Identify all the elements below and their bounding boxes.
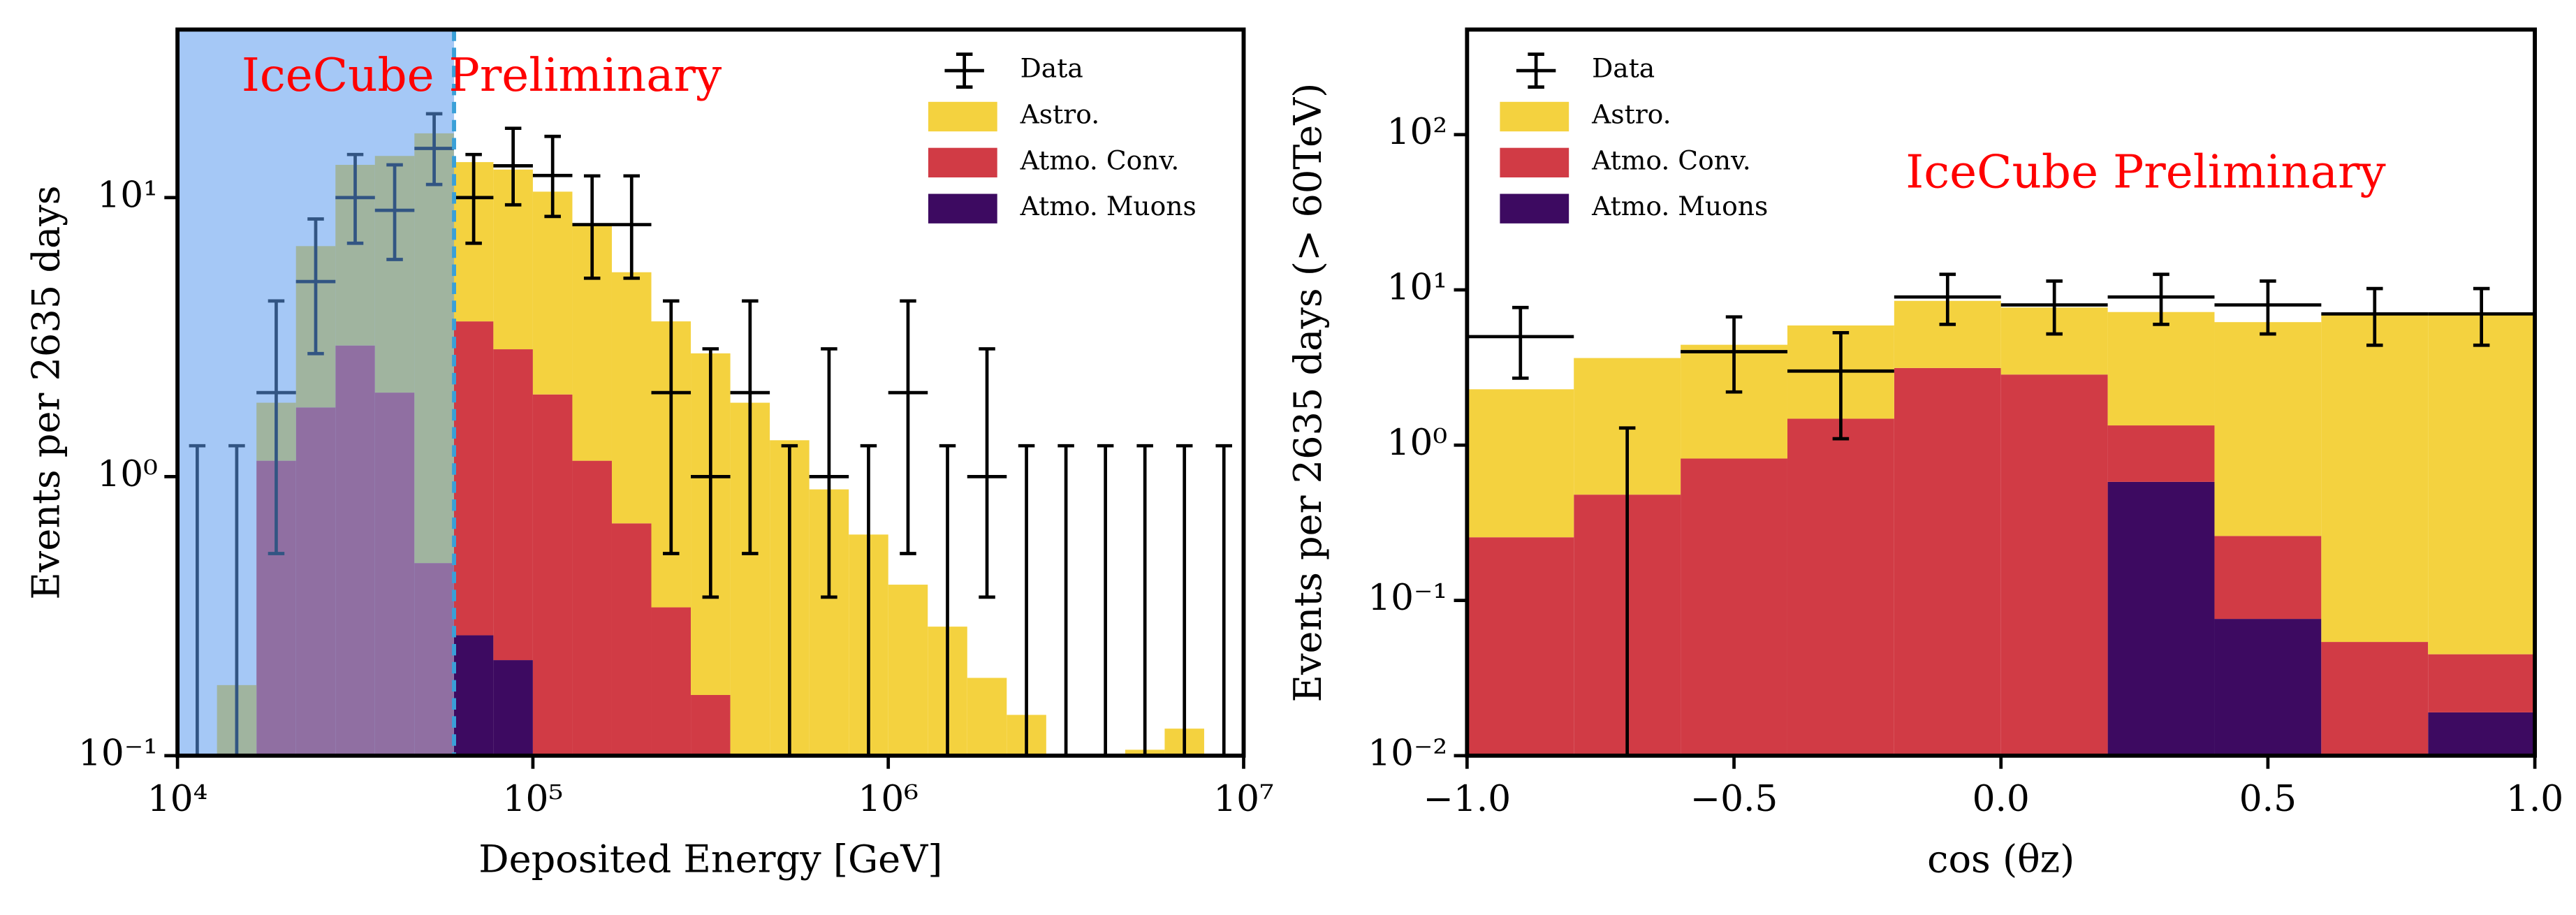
hist-bar bbox=[532, 191, 573, 395]
y-tick-label: 10⁰ bbox=[1387, 422, 1448, 464]
hist-bar bbox=[888, 585, 928, 756]
y-tick-label: 10² bbox=[1387, 111, 1448, 153]
x-tick-label: 1.0 bbox=[2506, 778, 2563, 820]
annotation: IceCube Preliminary bbox=[242, 48, 722, 102]
hist-bar bbox=[2321, 314, 2429, 643]
hist-bar bbox=[611, 272, 652, 524]
hist-bar bbox=[453, 321, 494, 636]
hist-bar bbox=[453, 635, 494, 756]
hist-bar bbox=[572, 460, 612, 756]
hist-bar bbox=[2107, 481, 2215, 756]
hist-bar bbox=[1467, 389, 1574, 538]
legend-label: Atmo. Conv. bbox=[1591, 145, 1751, 175]
hist-bar bbox=[2000, 374, 2108, 756]
legend-swatch bbox=[928, 193, 997, 224]
x-tick-label: 10⁶ bbox=[858, 778, 919, 820]
annotation: IceCube Preliminary bbox=[1905, 145, 2385, 199]
x-axis-label: Deposited Energy [GeV] bbox=[478, 837, 942, 881]
hist-bar bbox=[1894, 367, 2001, 756]
hist-bar bbox=[1681, 458, 1787, 756]
hist-bar bbox=[651, 607, 691, 756]
y-tick-label: 10⁻² bbox=[1368, 732, 1447, 774]
legend-swatch bbox=[1500, 147, 1569, 178]
hist-bar bbox=[493, 660, 533, 756]
x-tick-label: −1.0 bbox=[1424, 778, 1512, 820]
hist-bar bbox=[2321, 642, 2429, 756]
legend-swatch bbox=[1500, 193, 1569, 224]
excluded-region bbox=[177, 29, 455, 756]
hist-bar bbox=[2428, 712, 2535, 756]
x-axis-label: cos (θz) bbox=[1927, 837, 2074, 881]
y-tick-label: 10¹ bbox=[97, 174, 158, 216]
x-tick-label: 10⁵ bbox=[503, 778, 564, 820]
x-tick-label: 10⁴ bbox=[147, 778, 208, 820]
hist-bar bbox=[611, 523, 652, 756]
legend-swatch bbox=[1500, 101, 1569, 132]
hist-bar bbox=[1467, 537, 1574, 756]
hist-bar bbox=[967, 678, 1007, 756]
legend-label: Atmo. Conv. bbox=[1020, 145, 1180, 175]
legend-label: Astro. bbox=[1020, 98, 1100, 129]
y-tick-label: 10⁰ bbox=[97, 453, 158, 495]
x-tick-label: −0.5 bbox=[1690, 778, 1778, 820]
hist-bar bbox=[2107, 312, 2215, 426]
hist-bar bbox=[2428, 654, 2535, 712]
x-tick-label: 10⁷ bbox=[1213, 778, 1274, 820]
legend-label: Astro. bbox=[1591, 98, 1671, 129]
legend-label: Atmo. Muons bbox=[1020, 191, 1196, 221]
hist-bar bbox=[2107, 425, 2215, 482]
hist-bar bbox=[532, 394, 573, 756]
y-tick-label: 10⁻¹ bbox=[78, 732, 158, 774]
plot-frame bbox=[175, 27, 1246, 758]
legend-label: Data bbox=[1592, 53, 1655, 84]
x-tick-label: 0.0 bbox=[1973, 778, 2030, 820]
x-tick-label: 0.5 bbox=[2239, 778, 2297, 820]
y-tick-label: 10¹ bbox=[1387, 267, 1448, 309]
hist-bar bbox=[1787, 418, 1894, 756]
y-tick-label: 10⁻¹ bbox=[1368, 577, 1447, 619]
hist-bar bbox=[493, 349, 533, 661]
legend-label: Data bbox=[1020, 53, 1083, 84]
legend-label: Atmo. Muons bbox=[1591, 191, 1768, 221]
y-axis-label: Events per 2635 days bbox=[24, 186, 68, 600]
hist-bar bbox=[2214, 619, 2322, 756]
y-axis-label: Events per 2635 days (> 60TeV) bbox=[1286, 83, 1330, 703]
legend-swatch bbox=[928, 101, 997, 132]
legend-swatch bbox=[928, 147, 997, 178]
hist-bar bbox=[691, 694, 731, 756]
hist-bar bbox=[2428, 314, 2535, 654]
hist-bar bbox=[2214, 536, 2322, 620]
hist-bar bbox=[2214, 322, 2322, 536]
